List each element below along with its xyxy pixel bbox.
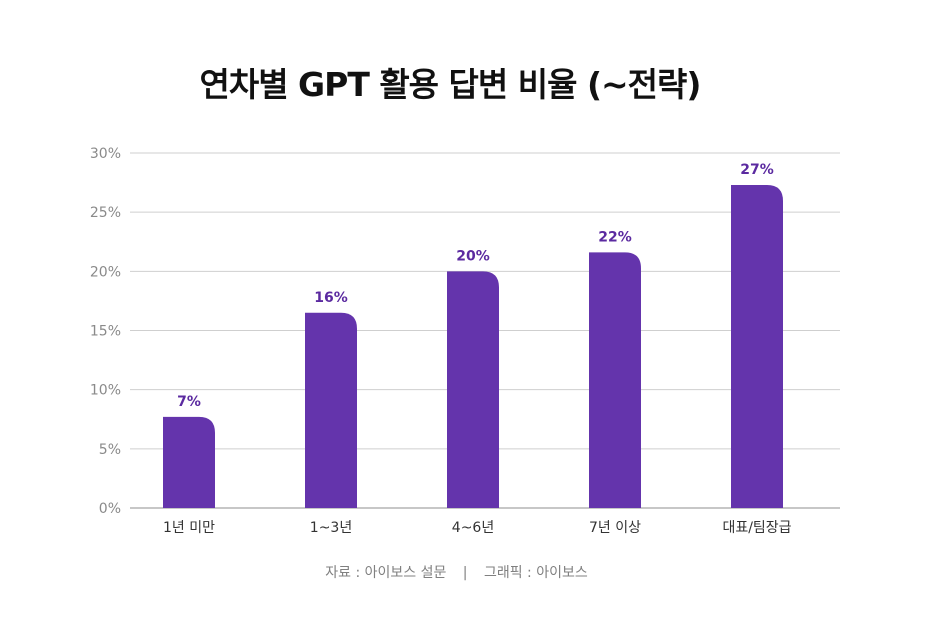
x-tick-label: 대표/팀장급 (722, 520, 791, 536)
data-label: 20% (456, 248, 490, 264)
y-tick-label: 5% (99, 442, 121, 458)
bar (731, 184, 783, 508)
x-tick-label: 1~3년 (310, 520, 352, 536)
source-text: 자료 : 아이보스 설문 (325, 565, 447, 581)
x-tick-label: 7년 이상 (589, 520, 641, 536)
bar (163, 416, 215, 508)
y-tick-label: 15% (90, 324, 121, 340)
bar (305, 312, 357, 508)
y-tick-label: 10% (90, 383, 121, 399)
graphic-credit: 그래픽 : 아이보스 (483, 565, 588, 581)
y-tick-label: 30% (90, 146, 121, 162)
data-label: 7% (177, 394, 201, 410)
x-tick-label: 4~6년 (452, 520, 494, 536)
source-note: 자료 : 아이보스 설문 | 그래픽 : 아이보스 (0, 562, 913, 582)
data-label: 27% (740, 162, 774, 178)
data-label: 16% (314, 290, 348, 306)
y-tick-label: 0% (99, 501, 121, 517)
x-tick-label: 1년 미만 (163, 520, 215, 536)
bar (447, 271, 499, 508)
footer-separator: | (462, 565, 468, 581)
data-label: 22% (598, 229, 632, 245)
y-tick-label: 20% (90, 264, 121, 280)
y-tick-label: 25% (90, 205, 121, 221)
bar (589, 252, 641, 508)
chart-title: 연차별 GPT 활용 답변 비율 (~전략) (199, 65, 701, 104)
